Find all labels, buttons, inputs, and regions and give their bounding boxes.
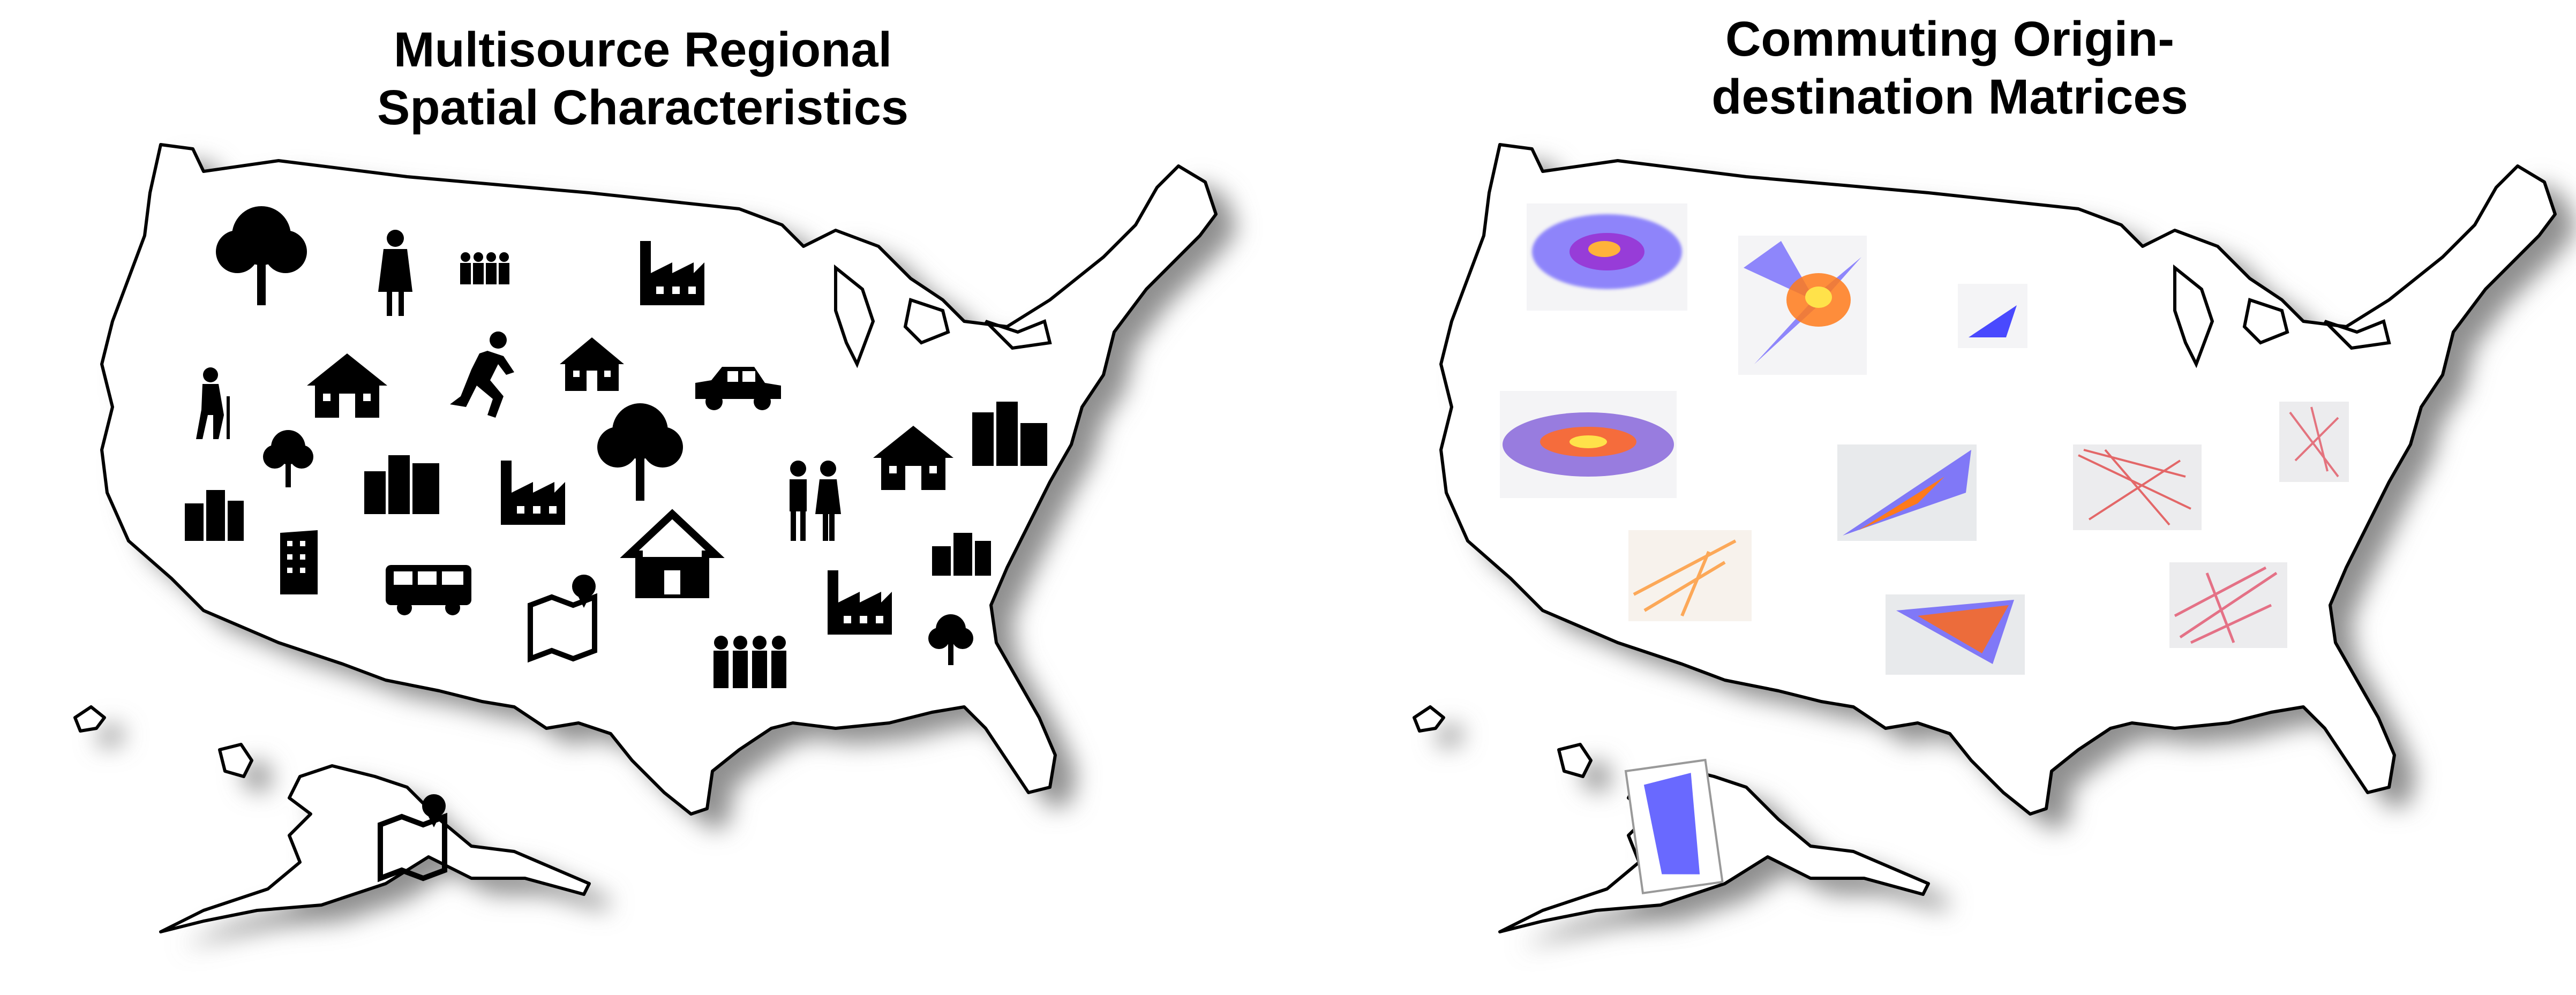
building-icon xyxy=(280,530,318,594)
great-lakes xyxy=(834,264,1052,368)
school-icon xyxy=(307,353,387,418)
house-icon xyxy=(620,509,725,598)
woman-icon xyxy=(378,230,412,316)
couple-icon xyxy=(790,461,841,541)
factory-icon xyxy=(501,461,565,525)
tree-icon xyxy=(216,206,307,305)
great-lakes xyxy=(2173,264,2391,368)
od-flow-map xyxy=(1624,758,1724,895)
od-flow-map xyxy=(1527,203,1687,311)
map-pin-icon xyxy=(528,575,597,663)
od-flow-map xyxy=(1628,530,1752,621)
car-icon xyxy=(695,367,781,410)
factory-icon xyxy=(640,241,704,305)
od-flow-map xyxy=(1500,391,1677,498)
od-flow-map xyxy=(2073,444,2202,530)
city-icon xyxy=(364,455,439,514)
od-flow-map xyxy=(1958,284,2027,348)
city-icon xyxy=(932,533,991,576)
school-icon xyxy=(873,426,953,490)
od-flow-map xyxy=(1886,594,2025,675)
od-flow-map xyxy=(1738,236,1867,375)
elderly-icon xyxy=(196,367,230,439)
tree-icon xyxy=(928,614,973,665)
od-flow-map xyxy=(2169,562,2287,648)
right-panel-title: Commuting Origin- destination Matrices xyxy=(1639,11,2260,126)
group-icon xyxy=(460,252,509,284)
us-map-with-od-flows xyxy=(1371,0,2576,948)
bus-icon xyxy=(386,565,471,615)
map-pin-icon xyxy=(378,794,447,883)
school-icon xyxy=(560,337,624,391)
od-flow-map xyxy=(2279,402,2349,482)
tree-icon xyxy=(263,430,313,487)
left-panel-title: Multisource Regional Spatial Characteris… xyxy=(311,21,975,137)
left-title-line-1: Multisource Regional xyxy=(393,22,892,77)
group-icon xyxy=(714,636,786,688)
od-flow-map xyxy=(1837,444,1977,541)
factory-icon xyxy=(828,570,892,635)
city-icon xyxy=(972,402,1047,466)
right-title-line-1: Commuting Origin- xyxy=(1725,12,2175,66)
left-title-line-2: Spatial Characteristics xyxy=(377,80,908,135)
right-title-line-2: destination Matrices xyxy=(1711,69,2188,124)
us-map-with-icons xyxy=(0,0,1237,948)
tree-icon xyxy=(597,403,683,501)
city-icon xyxy=(185,490,244,541)
runner-icon xyxy=(450,331,514,418)
